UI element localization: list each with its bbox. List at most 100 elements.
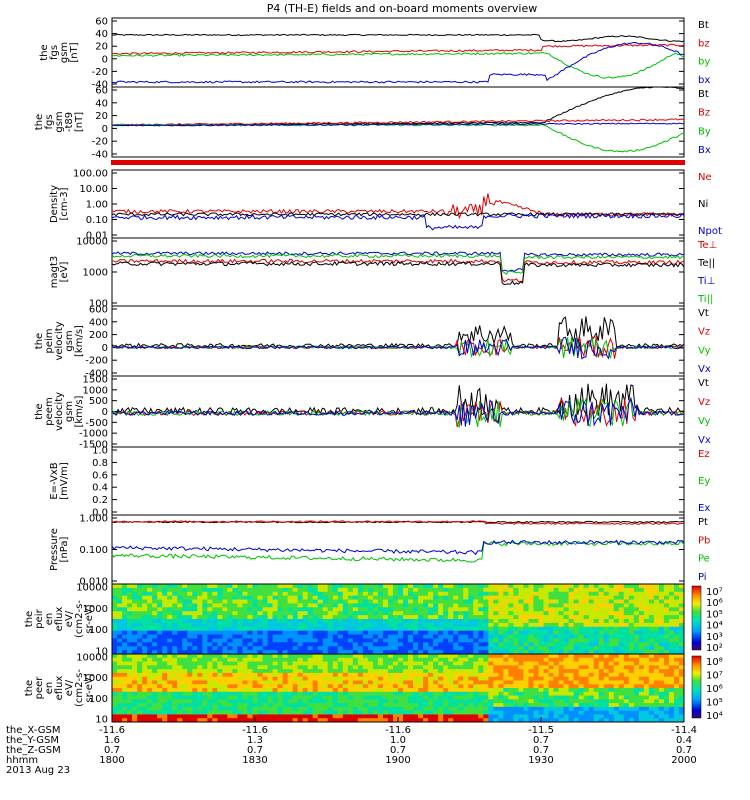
spectrogram-cell <box>428 718 434 723</box>
spectrogram-cell <box>553 714 559 719</box>
spectrogram-cell <box>453 657 459 662</box>
spectrogram-cell <box>678 718 685 723</box>
spectrogram-cell <box>608 591 615 597</box>
spectrogram-cell <box>443 669 449 674</box>
spectrogram-cell <box>127 634 133 639</box>
spectrogram-cell <box>528 595 534 600</box>
spectrogram-cell <box>207 672 213 678</box>
spectrogram-cell <box>548 710 554 715</box>
spectrogram-cell <box>317 595 324 600</box>
spectrogram-cell <box>478 684 484 689</box>
spectrogram-cell <box>398 638 404 643</box>
spectrogram-cell <box>548 599 554 604</box>
spectrogram-cell <box>598 718 605 723</box>
spectrogram-cell <box>342 591 349 597</box>
spectrogram-cell <box>608 654 615 659</box>
spectrogram-cell <box>538 634 544 639</box>
spectrogram-cell <box>282 706 289 712</box>
spectrogram-cell <box>513 695 519 700</box>
spectrogram-cell <box>377 634 384 639</box>
spectrogram-cell <box>438 718 444 723</box>
spectrogram-cell <box>563 691 569 696</box>
y-tick-label: -500 <box>85 418 108 429</box>
spectrogram-cell <box>458 599 464 604</box>
spectrogram-cell <box>167 688 173 693</box>
spectrogram-cell <box>428 688 434 693</box>
spectrogram-cell <box>232 684 238 689</box>
spectrogram-cell <box>262 591 268 597</box>
spectrogram-cell <box>112 654 118 659</box>
spectrogram-cell <box>663 603 670 608</box>
spectrogram-cell <box>678 634 685 639</box>
spectrogram-cell <box>503 595 509 600</box>
spectrogram-cell <box>538 630 544 635</box>
spectrogram-cell <box>463 665 469 670</box>
spectrogram-cell <box>227 688 233 693</box>
spectrogram-cell <box>182 669 188 674</box>
spectrogram-cell <box>518 695 524 700</box>
spectrogram-cell <box>458 661 464 666</box>
spectrogram-cell <box>187 718 193 723</box>
spectrogram-cell <box>292 703 299 708</box>
spectrogram-cell <box>137 646 143 651</box>
spectrogram-cell <box>433 714 439 719</box>
spectrogram-cell <box>152 672 158 678</box>
spectrogram-cell <box>438 706 444 712</box>
spectrogram-cell <box>202 684 208 689</box>
colorbar-label: 10⁵ <box>706 698 723 709</box>
spectrogram-cell <box>332 714 339 719</box>
spectrogram-cell <box>267 665 273 670</box>
spectrogram-cell <box>568 615 575 620</box>
spectrogram-cell <box>302 607 309 612</box>
spectrogram-cell <box>162 622 168 628</box>
spectrogram-cell <box>167 718 173 723</box>
spectrogram-cell <box>533 703 539 708</box>
panel-peer-flux: the peer en eflux eV/(cm2-s-sr-eV)1000010001… <box>24 653 723 726</box>
spectrogram-cell <box>147 638 153 643</box>
spectrogram-cell <box>543 714 549 719</box>
x-tick-label: -11.4 <box>671 725 697 736</box>
spectrogram-cell <box>453 626 459 632</box>
spectrogram-cell <box>553 619 559 624</box>
spectrogram-cell <box>473 714 479 719</box>
spectrogram-cell <box>347 654 354 659</box>
spectrogram-cell <box>112 638 118 643</box>
spectrogram-cell <box>197 714 203 719</box>
spectrogram-cell <box>663 630 670 635</box>
spectrogram-cell <box>117 619 123 624</box>
spectrogram-cell <box>217 630 223 635</box>
spectrogram-cell <box>463 584 469 589</box>
spectrogram-cell <box>633 680 640 685</box>
spectrogram-cell <box>272 695 278 700</box>
spectrogram-cell <box>468 630 474 635</box>
spectrogram-cell <box>377 603 384 608</box>
spectrogram-cell <box>132 591 138 597</box>
spectrogram-cell <box>202 630 208 635</box>
spectrogram-cell <box>673 669 680 674</box>
spectrogram-cell <box>503 599 509 604</box>
spectrogram-cell <box>583 646 590 651</box>
spectrogram-cell <box>272 615 278 620</box>
series-Bz <box>111 118 685 127</box>
spectrogram-cell <box>212 710 218 715</box>
spectrogram-cell <box>643 669 650 674</box>
spectrogram-cell <box>272 595 278 600</box>
spectrogram-cell <box>618 619 625 624</box>
spectrogram-cell <box>167 630 173 635</box>
spectrogram-cell <box>668 584 675 589</box>
spectrogram-cell <box>302 684 309 689</box>
spectrogram-cell <box>588 706 595 712</box>
y-tick-label: 10000 <box>76 237 108 248</box>
spectrogram-cell <box>528 611 534 616</box>
spectrogram-cell <box>252 691 258 696</box>
spectrogram-cell <box>558 676 564 681</box>
spectrogram-cell <box>142 714 148 719</box>
spectrogram-cell <box>247 684 253 689</box>
spectrogram-cell <box>272 630 278 635</box>
spectrogram-cell <box>242 630 248 635</box>
spectrogram-cell <box>558 587 564 593</box>
spectrogram-cell <box>182 595 188 600</box>
y-tick-label: 100 <box>89 694 108 705</box>
spectrogram-cell <box>518 630 524 635</box>
spectrogram-cell <box>377 714 384 719</box>
